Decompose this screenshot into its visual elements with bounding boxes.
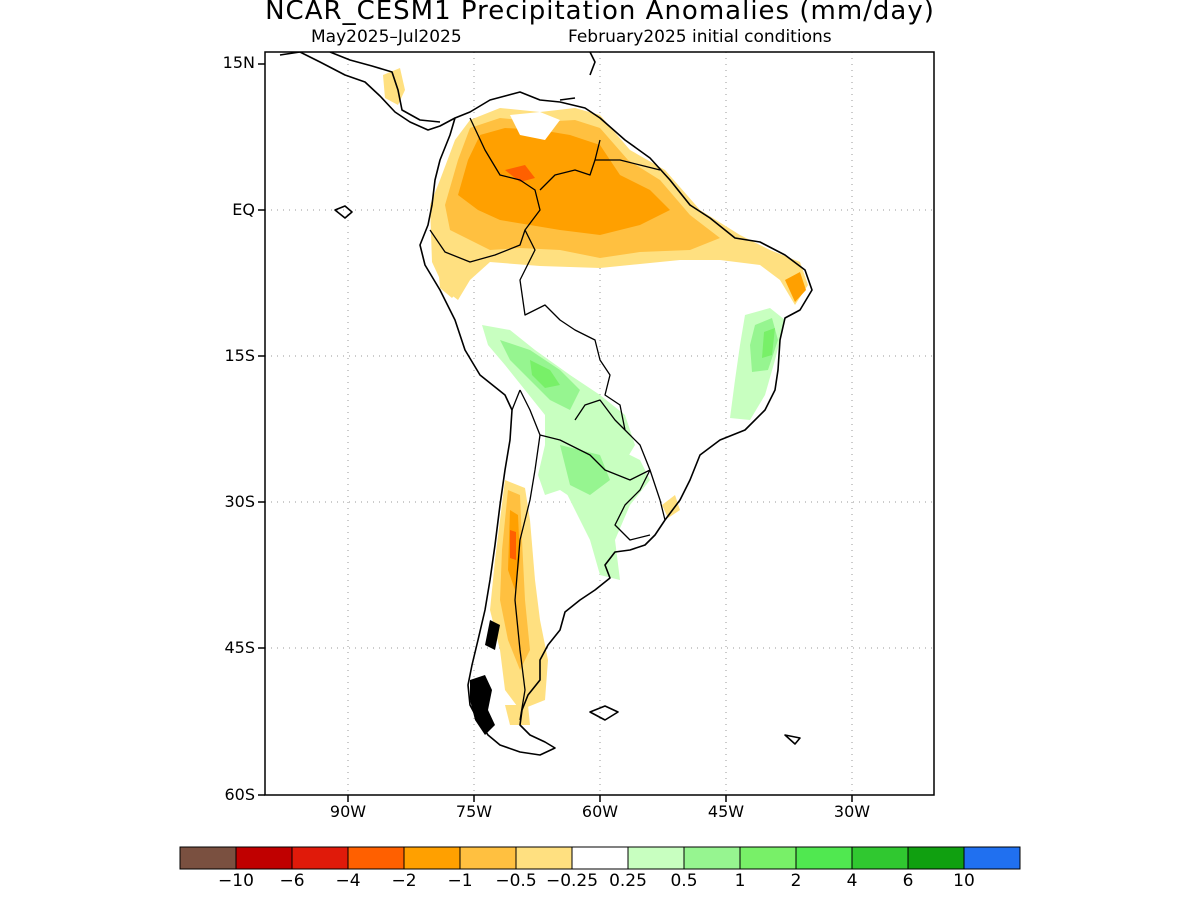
colorbar-swatch (739, 846, 797, 870)
chile-fjords (470, 620, 500, 735)
season-label: May2025–Jul2025 (311, 27, 462, 47)
dry-anomaly-uruguay-coast (662, 495, 680, 518)
dry-anomaly-region-north-strong (458, 128, 670, 235)
dry-anomaly-patagonia (505, 705, 530, 725)
colorbar-swatch (851, 846, 909, 870)
lat-label-eq: EQ (232, 200, 255, 219)
lon-label-60w: 60W (581, 802, 619, 821)
wet-anomaly-argentina-moderate (560, 445, 610, 495)
coastlines (279, 52, 813, 756)
colorbar (179, 846, 1021, 870)
colorbar-label: 4 (846, 871, 858, 891)
colorbar-swatch (795, 846, 853, 870)
colorbar-label: −2 (391, 871, 417, 891)
colorbar-swatch (235, 846, 293, 870)
colorbar-label: −6 (279, 871, 305, 891)
wet-anomaly-bolivia-core (530, 360, 560, 388)
galapagos-islands (334, 205, 353, 219)
lon-label-75w: 75W (455, 802, 493, 821)
colorbar-label: 10 (953, 871, 975, 891)
lat-label-15n: 15N (222, 53, 255, 72)
lon-label-90w: 90W (329, 802, 367, 821)
colorbar-label: 0.5 (670, 871, 698, 891)
colorbar-swatch (627, 846, 685, 870)
lat-label-30s: 30S (224, 492, 255, 511)
map-title: NCAR_CESM1 Precipitation Anomalies (mm/d… (265, 0, 935, 26)
falkland-islands (589, 705, 619, 721)
colorbar-label: 1 (734, 871, 746, 891)
colorbar-swatch (403, 846, 461, 870)
dry-anomaly-coast-ne (785, 272, 806, 302)
lat-label-45s: 45S (224, 638, 255, 657)
central-america-coast-caribbean (329, 52, 441, 123)
caribbean-islands (559, 52, 596, 101)
colorbar-label: −0.5 (495, 871, 537, 891)
dry-anomaly-core (505, 165, 535, 182)
colorbar-label: 2 (790, 871, 802, 891)
colorbar-label: 0.25 (609, 871, 647, 891)
dry-anomaly-central-america (383, 68, 405, 105)
colorbar-swatch (291, 846, 349, 870)
colorbar-swatch (683, 846, 741, 870)
colorbar-swatch (907, 846, 965, 870)
colorbar-swatch (515, 846, 573, 870)
colorbar-label: 6 (902, 871, 914, 891)
axis-ticks (258, 63, 853, 802)
colorbar-swatch (571, 846, 629, 870)
initial-conditions-label: February2025 initial conditions (568, 27, 832, 47)
colorbar-swatch (347, 846, 405, 870)
colorbar-label: −4 (335, 871, 361, 891)
colorbar-swatch (963, 846, 1021, 870)
neutral-patch-venezuela (510, 112, 560, 140)
colorbar-label: −1 (447, 871, 473, 891)
lat-label-60s: 60S (224, 785, 255, 804)
lon-label-30w: 30W (833, 802, 871, 821)
lon-label-45w: 45W (707, 802, 745, 821)
lat-label-15s: 15S (224, 346, 255, 365)
dry-anomaly-chile-core (510, 530, 516, 560)
south-georgia (784, 734, 801, 745)
country-borders (429, 117, 666, 721)
central-america-coast (279, 52, 456, 131)
colorbar-swatch (179, 846, 237, 870)
colorbar-swatch (459, 846, 517, 870)
wet-anomaly-brazil-east-core (762, 328, 775, 358)
dry-anomaly-peru (438, 258, 468, 298)
colorbar-label: −0.25 (545, 871, 599, 891)
colorbar-label: −10 (218, 871, 254, 891)
